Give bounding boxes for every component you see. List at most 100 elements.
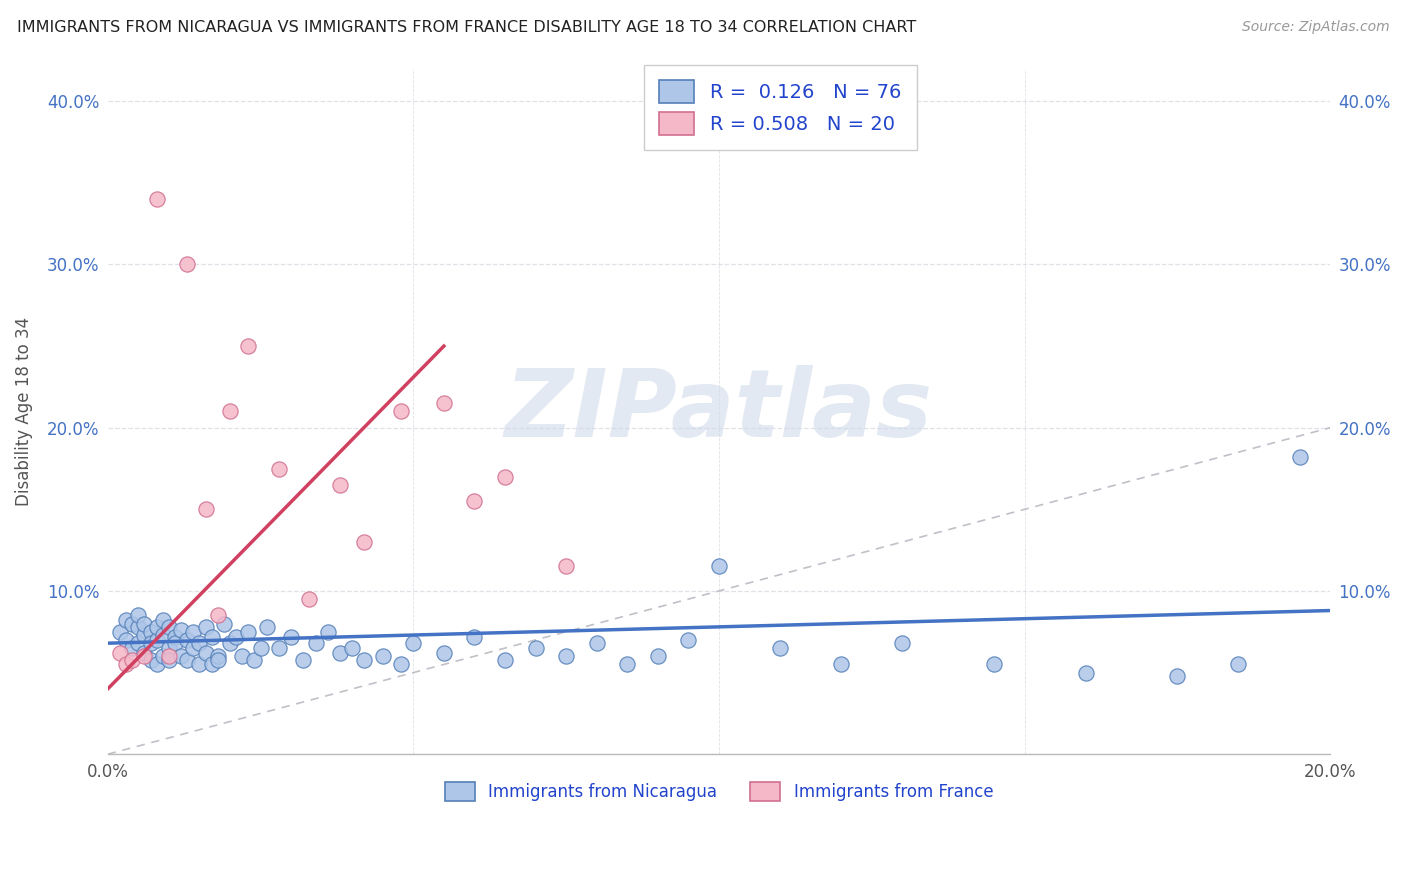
- Point: [238, 624, 260, 639]
- Text: IMMIGRANTS FROM NICARAGUA VS IMMIGRANTS FROM FRANCE DISABILITY AGE 18 TO 34 CORR: IMMIGRANTS FROM NICARAGUA VS IMMIGRANTS …: [17, 20, 917, 35]
- Point: [707, 559, 730, 574]
- Point: [139, 636, 162, 650]
- Point: [201, 630, 224, 644]
- Point: [494, 652, 516, 666]
- Point: [163, 636, 186, 650]
- Text: ZIPatlas: ZIPatlas: [505, 366, 934, 458]
- Point: [170, 623, 193, 637]
- Point: [219, 636, 242, 650]
- Point: [134, 616, 156, 631]
- Point: [292, 652, 315, 666]
- Point: [188, 636, 211, 650]
- Point: [494, 469, 516, 483]
- Y-axis label: Disability Age 18 to 34: Disability Age 18 to 34: [15, 317, 32, 506]
- Point: [157, 652, 180, 666]
- Point: [145, 192, 167, 206]
- Point: [139, 624, 162, 639]
- Point: [433, 396, 456, 410]
- Point: [134, 649, 156, 664]
- Point: [194, 646, 217, 660]
- Point: [1074, 665, 1097, 680]
- Legend: Immigrants from Nicaragua, Immigrants from France: Immigrants from Nicaragua, Immigrants fr…: [432, 769, 1007, 814]
- Point: [280, 630, 302, 644]
- Point: [157, 620, 180, 634]
- Point: [108, 646, 131, 660]
- Point: [267, 641, 290, 656]
- Point: [115, 613, 138, 627]
- Point: [402, 636, 425, 650]
- Point: [157, 649, 180, 664]
- Point: [176, 652, 198, 666]
- Point: [145, 620, 167, 634]
- Point: [219, 404, 242, 418]
- Point: [145, 632, 167, 647]
- Point: [647, 649, 669, 664]
- Point: [225, 630, 247, 644]
- Point: [152, 613, 174, 627]
- Point: [616, 657, 638, 672]
- Point: [678, 632, 700, 647]
- Point: [188, 657, 211, 672]
- Point: [152, 628, 174, 642]
- Point: [433, 646, 456, 660]
- Point: [238, 339, 260, 353]
- Point: [121, 652, 143, 666]
- Point: [342, 641, 364, 656]
- Point: [983, 657, 1005, 672]
- Point: [267, 461, 290, 475]
- Point: [163, 630, 186, 644]
- Point: [555, 559, 578, 574]
- Point: [121, 641, 143, 656]
- Point: [139, 652, 162, 666]
- Point: [207, 652, 229, 666]
- Point: [769, 641, 792, 656]
- Point: [329, 646, 352, 660]
- Point: [463, 494, 485, 508]
- Point: [316, 624, 339, 639]
- Text: Source: ZipAtlas.com: Source: ZipAtlas.com: [1241, 20, 1389, 34]
- Point: [176, 632, 198, 647]
- Point: [891, 636, 914, 650]
- Point: [121, 616, 143, 631]
- Point: [108, 624, 131, 639]
- Point: [304, 636, 326, 650]
- Point: [212, 616, 235, 631]
- Point: [134, 646, 156, 660]
- Point: [181, 641, 204, 656]
- Point: [157, 641, 180, 656]
- Point: [298, 592, 321, 607]
- Point: [194, 620, 217, 634]
- Point: [256, 620, 278, 634]
- Point: [463, 630, 485, 644]
- Point: [231, 649, 253, 664]
- Point: [555, 649, 578, 664]
- Point: [145, 657, 167, 672]
- Point: [194, 502, 217, 516]
- Point: [127, 636, 149, 650]
- Point: [207, 649, 229, 664]
- Point: [329, 478, 352, 492]
- Point: [830, 657, 852, 672]
- Point: [389, 404, 412, 418]
- Point: [249, 641, 271, 656]
- Point: [181, 624, 204, 639]
- Point: [115, 657, 138, 672]
- Point: [176, 257, 198, 271]
- Point: [389, 657, 412, 672]
- Point: [115, 632, 138, 647]
- Point: [353, 535, 375, 549]
- Point: [524, 641, 547, 656]
- Point: [152, 649, 174, 664]
- Point: [1288, 450, 1310, 464]
- Point: [585, 636, 607, 650]
- Point: [243, 652, 266, 666]
- Point: [127, 608, 149, 623]
- Point: [353, 652, 375, 666]
- Point: [134, 628, 156, 642]
- Point: [170, 649, 193, 664]
- Point: [1166, 669, 1188, 683]
- Point: [201, 657, 224, 672]
- Point: [207, 608, 229, 623]
- Point: [127, 620, 149, 634]
- Point: [1227, 657, 1250, 672]
